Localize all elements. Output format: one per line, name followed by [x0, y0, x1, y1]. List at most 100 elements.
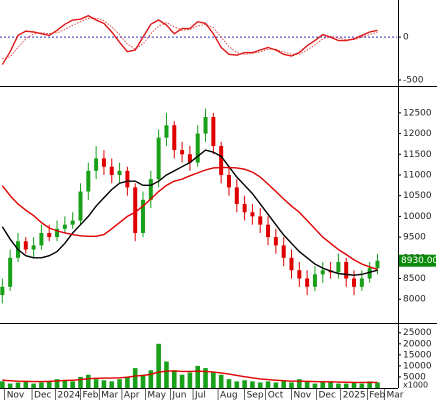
- candle-body: [273, 237, 278, 246]
- candle-body: [375, 260, 380, 269]
- y-tick-label: 11500: [403, 150, 432, 160]
- candle-body: [320, 270, 325, 275]
- volume-bar: [0, 381, 5, 388]
- volume-bar: [70, 381, 75, 388]
- series-line: [1, 14, 378, 65]
- candle-body: [367, 268, 372, 279]
- x-tick-label: Feb: [82, 391, 98, 401]
- volume-bar: [367, 381, 372, 388]
- volume-bar: [164, 361, 169, 388]
- volume-bar: [54, 379, 60, 388]
- candle-body: [141, 199, 146, 233]
- volume-bar: [132, 368, 138, 388]
- candle-body: [39, 232, 44, 246]
- candle-body: [219, 145, 224, 175]
- volume-bar: [257, 382, 263, 388]
- x-tick-label: Dec: [34, 391, 51, 401]
- volume-bar: [140, 374, 146, 388]
- volume-bar: [203, 368, 208, 388]
- x-tick-label: Aug: [220, 391, 238, 401]
- volume-bar: [187, 372, 193, 388]
- volume-bar: [23, 381, 29, 388]
- volume-bar: [312, 383, 318, 388]
- candle-body: [172, 125, 177, 151]
- volume-bar: [351, 382, 357, 388]
- candle-body: [266, 224, 271, 238]
- volume-bar: [156, 343, 161, 388]
- volume-bar: [93, 379, 99, 388]
- candle-body: [86, 170, 91, 192]
- candle-body: [125, 170, 130, 188]
- x-tick-label: Mar: [101, 391, 118, 401]
- candle-body: [281, 245, 286, 258]
- volume-bar: [148, 370, 154, 388]
- x-tick-label: Dec: [319, 391, 336, 401]
- candle-body: [312, 274, 317, 287]
- series-line: [1, 166, 378, 271]
- volume-bar: [31, 383, 36, 388]
- candle-body: [101, 158, 106, 167]
- x-tick-label: Apr: [124, 391, 140, 401]
- y-tick-label: 8000: [403, 295, 426, 305]
- candle-body: [47, 232, 52, 238]
- y-tick-label: 9500: [403, 233, 426, 243]
- volume-bar: [46, 381, 52, 388]
- x-tick-label: Nov: [293, 391, 311, 401]
- candle-body: [305, 278, 310, 287]
- y-tick-label: 25000: [403, 328, 432, 338]
- candle-body: [117, 170, 122, 175]
- volume-bar: [250, 381, 255, 388]
- candle-body: [156, 137, 161, 180]
- candle-body: [211, 116, 216, 146]
- volume-bar: [320, 382, 326, 388]
- candle-body: [234, 187, 239, 204]
- y-tick-label: 12500: [403, 108, 432, 118]
- last-price-box: [399, 254, 436, 267]
- candle-body: [187, 154, 192, 163]
- series-line: [2, 17, 378, 59]
- candle-body: [55, 228, 60, 238]
- y-tick-label: 5000: [403, 372, 426, 382]
- volume-bar: [125, 376, 130, 388]
- volume-bar: [171, 370, 177, 388]
- y-tick-label: 12000: [403, 129, 432, 139]
- y-tick-label: 20000: [403, 339, 432, 349]
- volume-bar: [297, 379, 302, 388]
- volume-bar: [86, 374, 91, 388]
- x-tick-label: Mar: [386, 391, 403, 401]
- candle-body: [203, 116, 208, 134]
- volume-bar: [375, 382, 380, 388]
- candle-body: [148, 179, 153, 200]
- candle-body: [23, 241, 28, 250]
- volume-bar: [343, 383, 349, 388]
- candle-body: [195, 133, 200, 163]
- x-tick-label: Jul: [194, 391, 206, 401]
- y-tick-label: 10500: [403, 191, 432, 201]
- y-tick-label: -500: [403, 76, 424, 86]
- volume-bar: [195, 365, 201, 388]
- x-tick-label: May: [147, 391, 166, 401]
- volume-bar: [117, 379, 122, 388]
- volume-bar: [15, 382, 21, 388]
- y-tick-label: 10000: [403, 212, 432, 222]
- candle-body: [250, 212, 255, 217]
- volume-bar: [179, 374, 185, 388]
- candle-body: [62, 224, 67, 229]
- candle-body: [344, 261, 349, 279]
- y-tick-label: 8500: [403, 274, 426, 284]
- volume-bar: [62, 380, 68, 388]
- x-tick-label: 2025: [343, 391, 366, 401]
- volume-bar: [289, 382, 294, 388]
- candle-body: [70, 220, 75, 225]
- candle-body: [109, 166, 114, 175]
- candle-body: [297, 270, 302, 279]
- x-tick-label: Feb: [369, 391, 385, 401]
- candle-body: [8, 257, 13, 287]
- series-line: [2, 370, 378, 384]
- y-tick-label: 11000: [403, 170, 432, 180]
- candle-body: [31, 245, 36, 250]
- volume-bar: [281, 381, 286, 388]
- candle-body: [226, 174, 231, 188]
- candle-body: [94, 158, 99, 171]
